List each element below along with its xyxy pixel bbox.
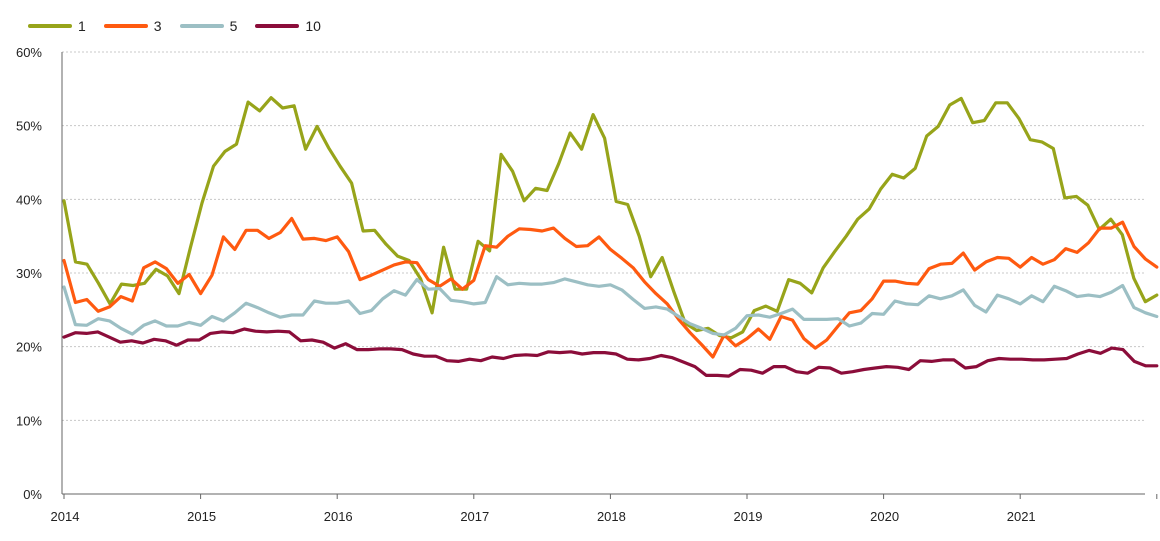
legend-label-1: 1 (78, 18, 86, 34)
x-tick-label: 2015 (187, 509, 216, 524)
x-tick-label: 2016 (324, 509, 353, 524)
y-tick-label: 60% (16, 45, 42, 60)
legend-item-1[interactable]: 1 (28, 18, 86, 34)
x-tick-label: 2021 (1007, 509, 1036, 524)
y-tick-label: 20% (16, 340, 42, 355)
series-line-10 (62, 327, 1159, 378)
x-tick-label: 2018 (597, 509, 626, 524)
legend-swatch-3 (103, 24, 148, 28)
legend-swatch-10 (255, 24, 300, 28)
legend-swatch-5 (179, 24, 224, 28)
y-tick-label: 50% (16, 119, 42, 134)
legend-item-5[interactable]: 5 (179, 18, 238, 34)
x-tick-label: 2017 (460, 509, 489, 524)
legend-swatch-1 (28, 24, 72, 28)
legend-item-10[interactable]: 10 (255, 18, 321, 34)
series-line-5 (62, 275, 1159, 337)
y-tick-label: 10% (16, 413, 42, 428)
x-tick-label: 2019 (734, 509, 763, 524)
legend-label-10: 10 (305, 18, 321, 34)
legend-item-3[interactable]: 3 (103, 18, 162, 34)
legend: 1 3 5 10 (28, 18, 339, 34)
x-tick-label: 2014 (51, 509, 80, 524)
y-tick-label: 30% (16, 266, 42, 281)
y-tick-label: 40% (16, 192, 42, 207)
x-tick-label: 2020 (870, 509, 899, 524)
series-line-3 (62, 216, 1159, 359)
legend-label-3: 3 (153, 18, 162, 34)
series-line-1 (62, 96, 1159, 340)
legend-label-5: 5 (229, 18, 238, 34)
y-tick-label: 0% (23, 487, 42, 502)
